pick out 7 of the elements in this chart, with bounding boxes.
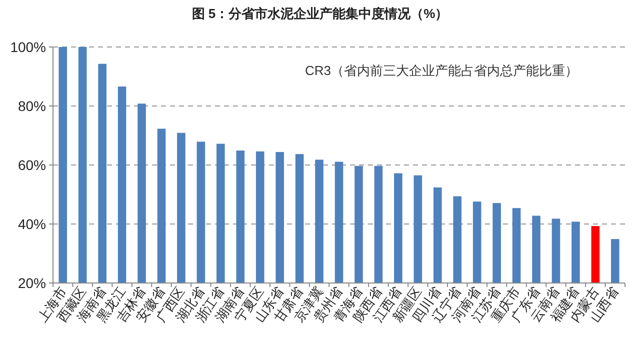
y-tick-label: 80% bbox=[18, 98, 46, 114]
y-tick-label: 40% bbox=[18, 216, 46, 232]
y-tick-label: 60% bbox=[18, 157, 46, 173]
y-tick-label: 100% bbox=[10, 39, 46, 55]
y-tick-label: 20% bbox=[18, 275, 46, 291]
chart-title: 图 5：分省市水泥企业产能集中度情况（%） bbox=[192, 6, 448, 21]
annotation: CR3（省内前三大企业产能占省内总产能比重） bbox=[305, 63, 578, 78]
